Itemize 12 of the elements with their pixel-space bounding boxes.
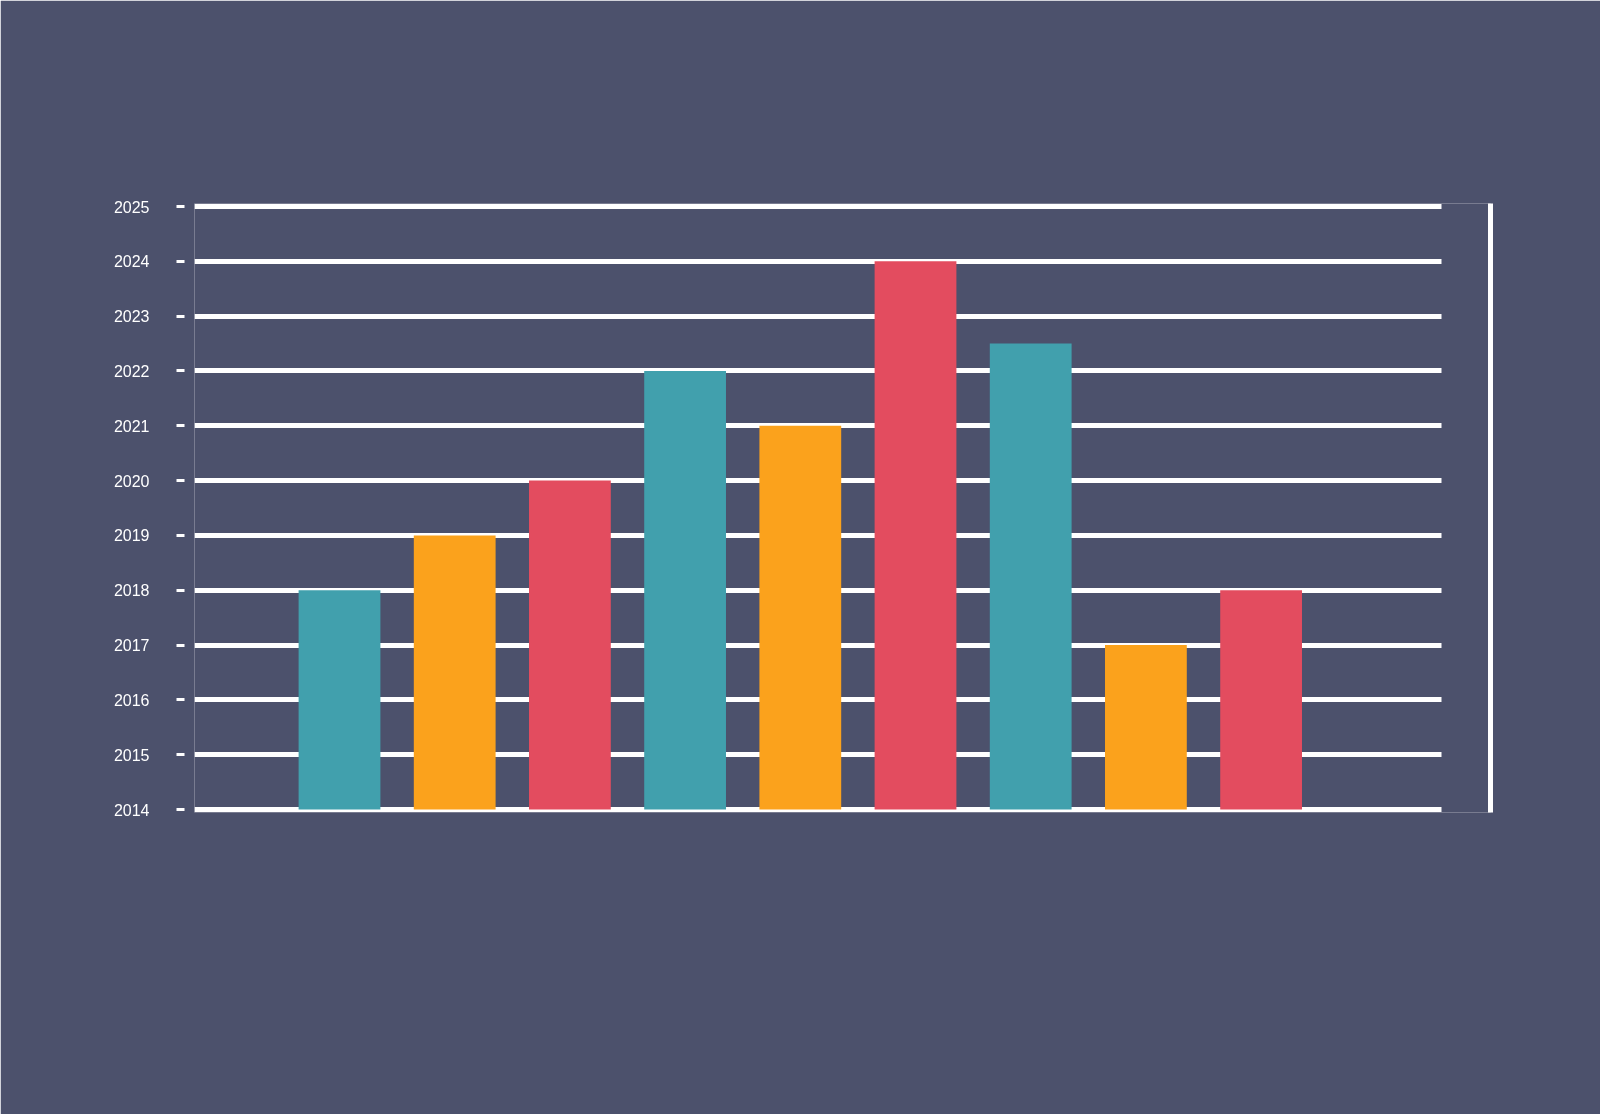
y-tick-label: 2014: [113, 801, 150, 819]
y-tick-label: 2016: [113, 691, 150, 709]
y-tick-label: 2020: [113, 472, 150, 490]
y-tick-label: 2017: [113, 637, 150, 655]
y-tick-label: 2024: [113, 253, 150, 271]
y-tick-label: 2019: [113, 527, 150, 545]
y-tick-label: 2023: [113, 308, 150, 326]
y-tick-label: 2021: [113, 417, 150, 435]
y-tick-label: 2018: [113, 582, 150, 600]
y-tick-label: 2022: [113, 362, 150, 380]
y-tick-label: 2015: [113, 746, 150, 764]
y-tick-label: 2025: [113, 198, 150, 216]
